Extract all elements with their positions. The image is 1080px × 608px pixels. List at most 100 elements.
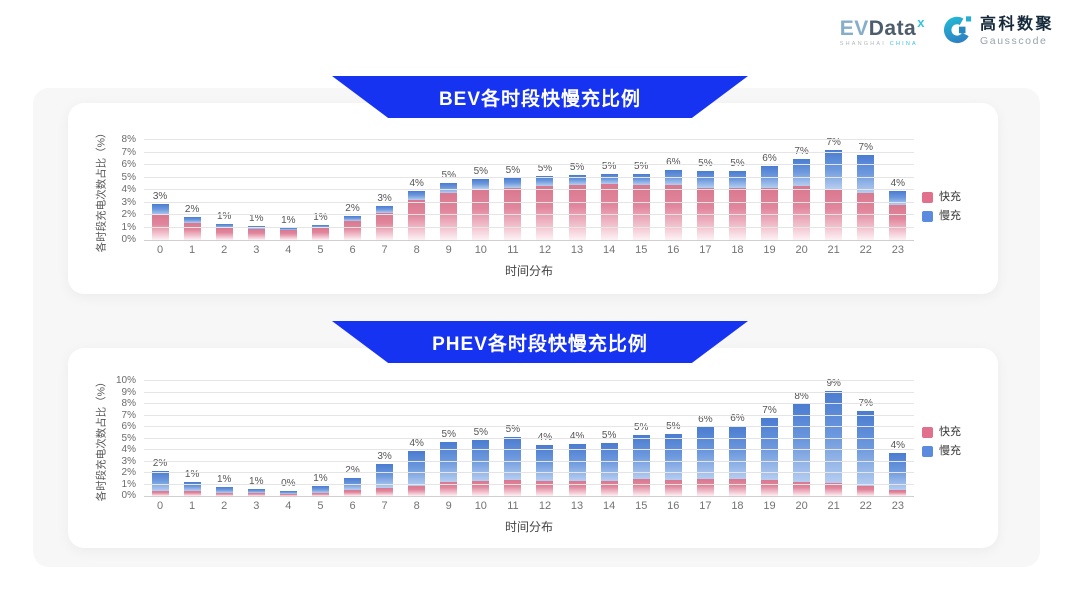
bars-row: 2% 1% 1% 1% 0% 1% 2% 3% 4% 5% 5% 5% 4% 4% 5% 5% 5% 6% 6% 7%… [144, 379, 914, 497]
legend-item: 慢充 [922, 211, 986, 222]
fast-charge-bar-segment [247, 493, 265, 496]
x-tick-label: 11 [507, 244, 519, 256]
gridline [144, 151, 914, 153]
gridline [144, 483, 914, 485]
bar-slot: 2% [336, 204, 368, 240]
x-tick-label: 1 [189, 500, 196, 512]
gridline [144, 164, 914, 165]
fast-charge-bar-segment [440, 482, 458, 496]
bar-value-label: 1% [281, 215, 296, 227]
legend-swatch [922, 446, 933, 457]
bar-value-label: 6% [730, 412, 745, 424]
y-tick-label: 8% [121, 134, 136, 145]
fast-charge-bar-segment [311, 228, 329, 240]
slow-charge-bar-segment [728, 425, 746, 479]
y-tick-label: 7% [121, 409, 136, 421]
slow-charge-bar-segment [183, 216, 201, 223]
bar-value-label: 3% [377, 450, 392, 462]
bar-value-label: 4% [409, 178, 424, 190]
x-tick-label: 23 [891, 244, 904, 256]
gridline [144, 214, 914, 215]
x-tick-label: 14 [603, 244, 616, 256]
bar-slot: 5% [721, 159, 753, 240]
bar-slot: 3% [369, 193, 401, 240]
y-tick-label: 3% [121, 196, 136, 208]
bar-slot: 1% [272, 216, 304, 240]
gausscode-logo-text: 高科数聚 Gausscode [980, 16, 1054, 47]
bar-value-label: 2% [345, 465, 360, 477]
x-tick-label: 18 [731, 500, 744, 512]
fast-charge-bar-segment [247, 229, 265, 240]
x-axis-ticks: 0 1 2 3 4 5 6 7 8 9 10 11 12 13 14 15 16 17 18 19 20 21 22 23 [144, 497, 914, 512]
x-tick-label: 7 [381, 500, 388, 512]
fast-charge-bar-segment [311, 492, 329, 496]
bar-value-label: 5% [601, 430, 617, 442]
bar-value-label: 4% [570, 432, 584, 442]
x-tick-label: 10 [474, 500, 487, 512]
x-tick-label: 3 [253, 244, 260, 256]
y-tick-label: 6% [121, 159, 136, 170]
page-header: EVDatax SHANGHAI CHINA 高科数聚 Gausscode [840, 14, 1054, 49]
bar-value-label: 7% [826, 137, 841, 148]
fast-charge-bar-segment [408, 485, 426, 496]
bars-row: 3% 2% 1% 1% 1% 1% 2% 3% 4% 5% 5% 5% 5% 5% 5% 5% 6% 5% 5% 6%… [144, 137, 914, 241]
legend-item: 快充 [922, 427, 986, 438]
y-tick-label: 4% [121, 184, 136, 195]
fast-charge-bar-segment [344, 221, 361, 240]
gridline [144, 403, 914, 404]
bar-value-label: 5% [441, 428, 456, 440]
fast-charge-bar-segment [857, 485, 875, 496]
slow-charge-bar-segment [696, 427, 714, 479]
gausscode-logo: 高科数聚 Gausscode [943, 14, 1054, 49]
slow-charge-bar-segment [536, 176, 554, 187]
x-axis-ticks: 0 1 2 3 4 5 6 7 8 9 10 11 12 13 14 15 16 17 18 19 20 21 22 23 [144, 241, 914, 256]
x-tick-label: 17 [699, 500, 712, 512]
phev-chart: 各时段充电次数占比（%） 0% 1% 2% 3% 4% 5% 6% 7% 8% 9% 10% 2% 1… [92, 376, 986, 535]
bar-value-label: 5% [537, 163, 553, 175]
x-tick-label: 2 [221, 244, 228, 256]
chart-legend: 快充 慢充 [914, 427, 986, 457]
slow-charge-bar-segment [472, 439, 490, 482]
legend-swatch [922, 427, 933, 438]
fast-charge-bar-segment [632, 185, 650, 240]
slow-charge-bar-segment [761, 417, 779, 480]
bar-value-label: 1% [184, 468, 200, 480]
bar-slot: 4% [529, 433, 561, 496]
chart-legend: 快充慢充 [914, 192, 986, 222]
legend-swatch [922, 211, 933, 222]
bar-value-label: 1% [313, 212, 328, 223]
legend-label: 快充 [939, 426, 961, 438]
bar-value-label: 8% [794, 391, 809, 403]
y-tick-label: 2% [121, 467, 136, 478]
fast-charge-bar-segment [568, 481, 586, 496]
x-tick-label: 16 [667, 500, 680, 512]
x-tick-label: 6 [349, 244, 356, 256]
bar-slot: 5% [593, 161, 625, 240]
fast-charge-bar-segment [344, 489, 361, 496]
bar-value-label: 7% [794, 145, 809, 157]
x-tick-label: 9 [445, 244, 452, 256]
evdata-logo-subtext: SHANGHAI CHINA [840, 41, 925, 48]
fast-charge-bar-segment [793, 482, 811, 496]
slow-charge-bar-segment [889, 191, 907, 205]
fast-charge-bar-segment [568, 185, 586, 240]
x-tick-label: 1 [189, 244, 196, 256]
bar-slot: 7% [850, 398, 882, 496]
slow-charge-bar-segment [600, 173, 618, 184]
slow-charge-bar-segment [600, 443, 618, 482]
bev-chart: 各时段充电次数占比（%） 0% 1% 2% 3% 4% 5% 6% 7% 8% 3% 2% 1% 1%… [92, 128, 986, 279]
x-tick-label: 6 [349, 500, 356, 512]
bev-chart-title: BEV各时段快慢充比例 [438, 88, 642, 110]
plot-area: 3% 2% 1% 1% 1% 1% 2% 3% 4% 5% 5% 5% 5% 5% 5% 5% 6% 5% 5% 6%… [144, 137, 914, 279]
slow-charge-bar-segment [215, 486, 233, 493]
x-tick-label: 22 [859, 500, 872, 512]
y-axis-ticks: 0% 1% 2% 3% 4% 5% 6% 7% 8% 9% 10% [110, 376, 144, 501]
fast-charge-bar-segment [632, 478, 650, 496]
y-tick-label: 5% [121, 432, 136, 444]
gridline [144, 189, 914, 190]
slow-charge-bar-segment [857, 410, 875, 486]
bar-value-label: 5% [473, 165, 489, 177]
legend-label: 快充 [939, 191, 961, 203]
slow-charge-bar-segment [247, 488, 265, 494]
bar-value-label: 7% [858, 142, 873, 153]
